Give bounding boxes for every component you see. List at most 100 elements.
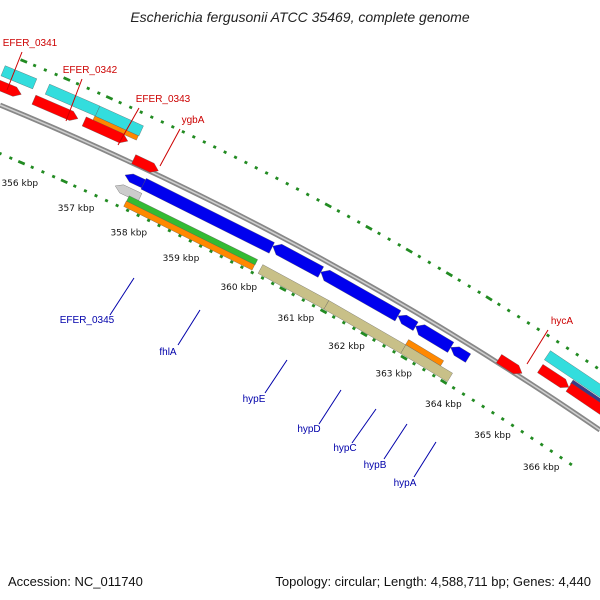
- label-leader-line: [177, 309, 201, 346]
- gc-dot: [575, 352, 580, 357]
- gene-label: hypA: [394, 478, 417, 489]
- gc-dot: [86, 86, 91, 91]
- gc-dot: [506, 308, 511, 313]
- gc-dot: [128, 105, 133, 110]
- gene-label: EFER_0345: [60, 315, 115, 326]
- gene-feature: [124, 173, 146, 189]
- gc-dot: [8, 156, 13, 160]
- gc-dot: [391, 349, 397, 354]
- tick-label: 361 kbp: [278, 314, 315, 324]
- gc-dot: [451, 385, 456, 390]
- gc-dot: [118, 100, 123, 105]
- gc-dot: [594, 365, 599, 370]
- gc-dot: [500, 417, 505, 421]
- gc-dot: [239, 265, 244, 270]
- genome-summary-text: Topology: circular; Length: 4,588,711 bp…: [275, 574, 591, 589]
- gc-dot: [356, 220, 361, 225]
- navy-track-feature: [570, 379, 600, 420]
- feature-tracks: [0, 65, 600, 427]
- gc-dot: [584, 359, 589, 364]
- gc-dot: [558, 455, 564, 460]
- cds-feature: [31, 94, 79, 121]
- gc-dot: [54, 72, 59, 77]
- gc-dot: [400, 354, 408, 361]
- gc-dot: [549, 449, 554, 454]
- gc-dot: [439, 378, 448, 385]
- gc-dot: [568, 462, 573, 467]
- green-track-feature: [126, 195, 258, 266]
- gc-dot: [536, 327, 541, 332]
- label-leader-line: [6, 51, 23, 91]
- orange-track-feature: [123, 200, 255, 271]
- gene-feature: [140, 178, 275, 254]
- gc-dot: [555, 339, 560, 344]
- label-leader-line: [351, 408, 377, 444]
- label-leader-line: [264, 359, 288, 394]
- gc-dot: [63, 76, 71, 82]
- gc-dot: [341, 320, 346, 325]
- gc-dot: [471, 398, 476, 403]
- grey-gene-feature: [114, 184, 143, 202]
- gc-dot: [545, 333, 551, 338]
- gene-feature: [450, 346, 471, 363]
- tick-label: 365 kbp: [474, 431, 511, 441]
- gc-dot: [360, 331, 368, 338]
- tick-label: 363 kbp: [375, 370, 412, 380]
- gene-label: hypB: [364, 460, 387, 471]
- label-leader-line: [318, 389, 342, 425]
- gc-dot: [181, 129, 186, 134]
- gc-dot: [191, 134, 196, 139]
- gene-label: EFER_0342: [63, 65, 118, 76]
- gc-dot: [202, 140, 207, 144]
- cds-feature: [537, 364, 570, 388]
- gc-dot: [387, 237, 392, 242]
- gc-dot: [477, 290, 482, 295]
- gc-dot: [229, 259, 234, 264]
- khaki-track-feature: [400, 344, 453, 382]
- tick-label: 356 kbp: [1, 179, 38, 189]
- gc-dot: [136, 213, 141, 218]
- gc-dot: [96, 91, 101, 95]
- gc-dot: [250, 270, 255, 275]
- label-leader-line: [526, 329, 549, 365]
- gc-dot: [481, 404, 486, 409]
- gc-dot: [529, 436, 534, 441]
- gc-dot: [254, 165, 259, 170]
- cyan-track-feature: [0, 65, 38, 90]
- tick-label: 357 kbp: [58, 204, 95, 214]
- tick-label: 358 kbp: [110, 228, 147, 238]
- gc-dot: [274, 176, 279, 181]
- gene-label: hypE: [243, 394, 266, 405]
- gc-dot: [32, 63, 37, 68]
- gc-dot: [139, 110, 144, 115]
- gc-dot: [381, 343, 387, 348]
- gc-dot: [427, 260, 432, 265]
- label-leader-line: [117, 107, 140, 146]
- gc-dot: [336, 209, 341, 213]
- tick-label: 360 kbp: [220, 283, 257, 293]
- gc-dot: [565, 346, 570, 351]
- gc-dot: [510, 423, 515, 428]
- gc-dot: [397, 242, 402, 247]
- tick-label: 366 kbp: [523, 463, 560, 473]
- label-leader-line: [383, 423, 408, 460]
- gc-dot: [490, 410, 495, 415]
- gc-dot: [405, 247, 413, 254]
- gc-dot: [94, 193, 98, 198]
- gc-dot: [40, 170, 45, 174]
- gc-dot: [411, 361, 417, 366]
- gc-dot: [520, 429, 525, 434]
- gc-dot: [170, 124, 175, 129]
- gc-dot: [485, 295, 493, 302]
- gc-dot: [60, 178, 68, 185]
- gc-content-track: [0, 58, 599, 467]
- accession-text: Accession: NC_011740: [8, 574, 143, 589]
- cds-feature: [131, 154, 159, 173]
- gc-dot: [160, 120, 165, 124]
- gene-label: hypD: [297, 424, 320, 435]
- cds-feature: [81, 116, 129, 143]
- gc-dot: [417, 254, 422, 259]
- gc-dot: [212, 145, 217, 149]
- gc-dot: [496, 302, 501, 307]
